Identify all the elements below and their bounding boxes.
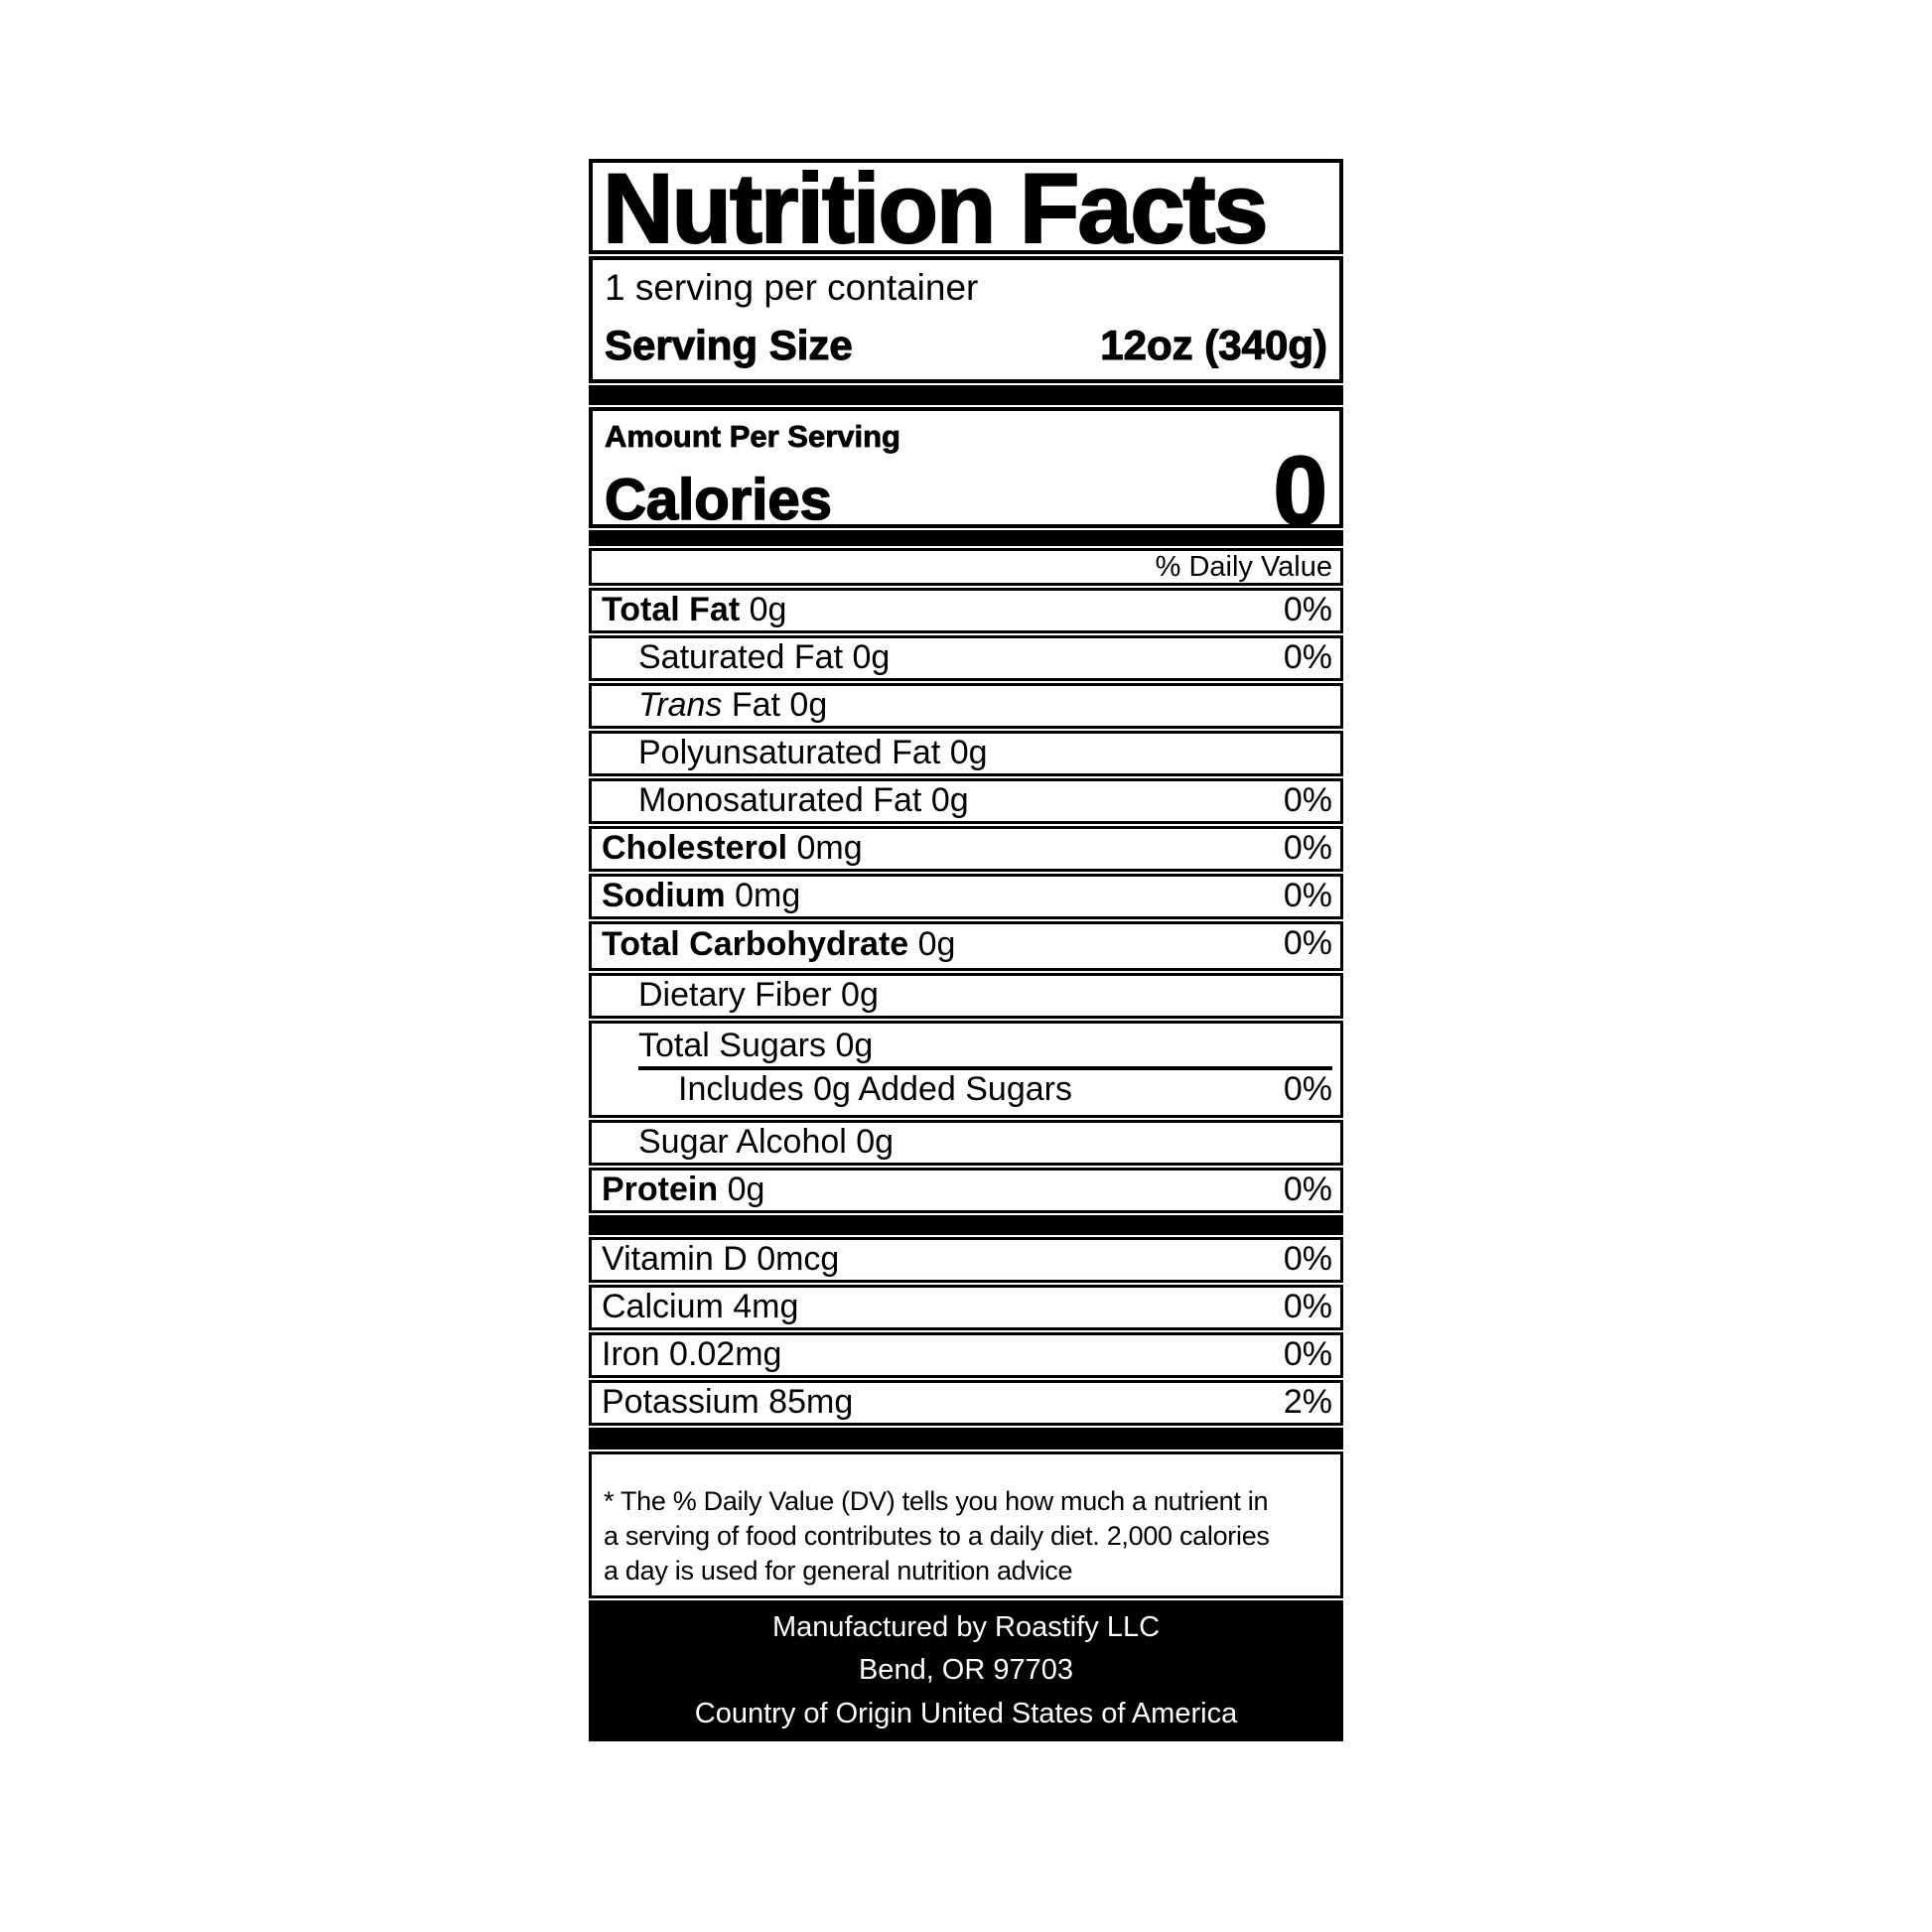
- vitamin-row: Iron 0.02mg 0%: [589, 1332, 1343, 1378]
- nutrient-amount: 0g: [749, 591, 787, 629]
- nutrient-name-bold: Total Carbohydrate: [602, 925, 909, 964]
- nutrient-name: Polyunsaturated Fat 0g: [602, 734, 988, 772]
- nutrient-row: Saturated Fat 0g 0%: [589, 635, 1343, 681]
- daily-value-percent: 0%: [1283, 638, 1332, 677]
- serving-size-row: Serving Size 12oz (340g): [604, 321, 1328, 369]
- vitamin-row: Calcium 4mg 0%: [589, 1285, 1343, 1330]
- daily-value-header: % Daily Value: [1155, 550, 1332, 583]
- nutrient-name: Saturated Fat 0g: [602, 638, 891, 677]
- vitamin-name: Vitamin D 0mcg: [602, 1240, 840, 1279]
- nutrient-row-group: Total Sugars 0g Includes 0g Added Sugars 0…: [589, 1021, 1343, 1118]
- footnote-line: * The % Daily Value (DV) tells you how m…: [604, 1486, 1269, 1516]
- nutrient-amount: Monosaturated Fat 0g: [638, 781, 969, 820]
- nutrient-amount: Saturated Fat 0g: [638, 638, 891, 677]
- nutrient-row: Sodium 0mg 0%: [589, 874, 1343, 919]
- nutrient-name: Total Sugars 0g: [638, 1027, 874, 1064]
- footnote-line: a day is used for general nutrition advi…: [604, 1556, 1073, 1587]
- section-divider-bar: [589, 1215, 1343, 1235]
- nutrient-amount: 0g: [727, 1171, 765, 1209]
- nutrient-name: Dietary Fiber 0g: [602, 976, 879, 1015]
- nutrient-row: Sugar Alcohol 0g: [589, 1120, 1343, 1166]
- nutrient-name: Trans Fat 0g: [602, 686, 828, 725]
- vitamin-name: Iron 0.02mg: [602, 1335, 782, 1374]
- section-divider-bar: [589, 1428, 1343, 1449]
- calories-row: Calories 0: [604, 436, 1328, 545]
- calories-section: Amount Per Serving Calories 0: [589, 407, 1343, 545]
- nutrient-row: Cholesterol 0mg 0%: [589, 826, 1343, 872]
- vitamin-rows: Vitamin D 0mcg 0% Calcium 4mg 0% Iron 0.02mg…: [589, 1237, 1343, 1426]
- nutrient-name: Total Fat 0g: [602, 591, 787, 629]
- serving-section: 1 serving per container Serving Size 12o…: [589, 256, 1343, 383]
- nutrient-amount: 0mg: [796, 829, 863, 868]
- daily-value-header-box: % Daily Value: [589, 548, 1343, 586]
- calories-label: Calories: [604, 468, 832, 533]
- nutrient-name: Cholesterol 0mg: [602, 829, 863, 868]
- nutrient-amount: Dietary Fiber 0g: [638, 976, 879, 1015]
- daily-value-percent: 0%: [1283, 781, 1332, 820]
- daily-value-percent: 0%: [1283, 1240, 1332, 1279]
- nutrient-name: Total Carbohydrate 0g: [602, 925, 956, 964]
- daily-value-percent: 0%: [1283, 924, 1332, 962]
- daily-value-percent: 0%: [1283, 1070, 1332, 1109]
- section-divider-bar: [589, 530, 1343, 546]
- nutrient-row: Protein 0g 0%: [589, 1168, 1343, 1213]
- nutrient-name-bold: Cholesterol: [602, 829, 788, 868]
- nutrient-name: Monosaturated Fat 0g: [602, 781, 969, 820]
- nutrient-amount: Polyunsaturated Fat 0g: [638, 734, 988, 772]
- footnote-line: a serving of food contributes to a daily…: [604, 1521, 1270, 1552]
- daily-value-percent: 0%: [1283, 877, 1332, 915]
- servings-per-container: 1 serving per container: [605, 267, 979, 308]
- section-divider-bar: [589, 385, 1343, 405]
- nutrient-row: Dietary Fiber 0g: [589, 973, 1343, 1019]
- nutrient-row: Polyunsaturated Fat 0g: [589, 731, 1343, 776]
- nutrient-row: Monosaturated Fat 0g 0%: [589, 778, 1343, 824]
- nutrient-row: Total Fat 0g 0%: [589, 588, 1343, 633]
- vitamin-row: Vitamin D 0mcg 0%: [589, 1237, 1343, 1283]
- address-line: Bend, OR 97703: [858, 1654, 1074, 1687]
- nutrient-name-bold: Protein: [602, 1171, 719, 1209]
- vitamin-row: Potassium 85mg 2%: [589, 1380, 1343, 1426]
- page-title: Nutrition Facts: [602, 159, 1270, 254]
- manufacturer-line: Manufactured by Roastify LLC: [771, 1610, 1161, 1643]
- manufacturer-footer: Manufactured by Roastify LLC Bend, OR 97…: [589, 1600, 1343, 1741]
- footnote: * The % Daily Value (DV) tells you how m…: [589, 1451, 1343, 1598]
- nutrient-amount: Sugar Alcohol 0g: [638, 1123, 895, 1162]
- origin-line: Country of Origin United States of Ameri…: [694, 1697, 1238, 1729]
- daily-value-percent: 2%: [1283, 1383, 1332, 1422]
- nutrient-name-bold: Total Fat: [602, 591, 741, 629]
- daily-value-percent: 0%: [1283, 1288, 1332, 1326]
- nutrient-name: Sodium 0mg: [602, 877, 801, 915]
- nutrient-amount: Fat 0g: [731, 686, 828, 725]
- amount-per-serving: Amount Per Serving: [605, 419, 901, 455]
- sub-row-divider: [638, 1066, 1332, 1070]
- calories-value: 0: [1272, 436, 1327, 545]
- nutrient-name: Protein 0g: [602, 1171, 765, 1209]
- daily-value-percent: 0%: [1283, 1171, 1332, 1209]
- nutrient-sub-row: Includes 0g Added Sugars 0%: [602, 1072, 1332, 1108]
- label-title-box: Nutrition Facts: [589, 159, 1343, 254]
- nutrient-amount: 0g: [917, 925, 956, 964]
- nutrient-name: Includes 0g Added Sugars: [678, 1070, 1072, 1109]
- vitamin-name: Potassium 85mg: [602, 1383, 854, 1422]
- nutrient-name: Sugar Alcohol 0g: [602, 1123, 895, 1162]
- serving-size-label: Serving Size: [604, 321, 853, 368]
- daily-value-percent: 0%: [1283, 829, 1332, 868]
- nutrient-row: Total Carbohydrate 0g 0%: [589, 921, 1343, 971]
- nutrient-name-italic: Trans: [638, 686, 723, 725]
- daily-value-percent: 0%: [1283, 591, 1332, 629]
- nutrient-amount: 0mg: [735, 877, 801, 915]
- nutrient-rows: Total Fat 0g 0% Saturated Fat 0g 0% Trans Fa…: [589, 588, 1343, 1213]
- daily-value-percent: 0%: [1283, 1335, 1332, 1374]
- nutrition-label: Nutrition Facts 1 serving per container …: [589, 159, 1343, 1741]
- nutrient-row: Trans Fat 0g: [589, 683, 1343, 729]
- nutrient-name-bold: Sodium: [602, 877, 726, 915]
- vitamin-name: Calcium 4mg: [602, 1288, 799, 1326]
- serving-size-value: 12oz (340g): [1100, 321, 1328, 368]
